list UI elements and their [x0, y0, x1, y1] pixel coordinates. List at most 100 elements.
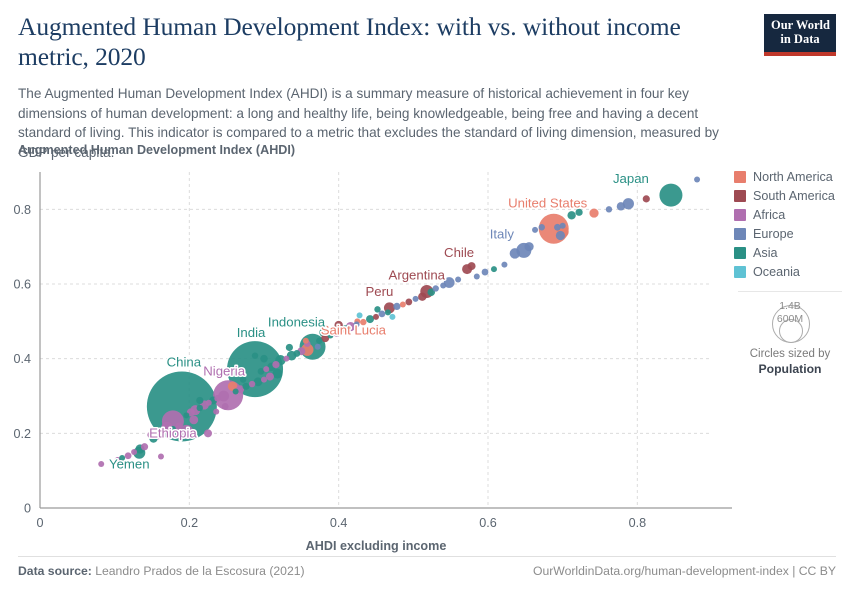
data-point[interactable]: [293, 350, 301, 357]
data-point[interactable]: [532, 226, 539, 233]
data-point[interactable]: [440, 282, 447, 289]
data-point[interactable]: [140, 443, 149, 451]
data-point[interactable]: [432, 285, 439, 292]
data-point[interactable]: [393, 302, 401, 310]
data-point[interactable]: [399, 301, 406, 308]
data-point[interactable]: [337, 328, 344, 335]
data-point[interactable]: [405, 298, 413, 306]
data-point[interactable]: [443, 277, 455, 288]
data-point[interactable]: [204, 429, 212, 438]
data-point[interactable]: [260, 354, 268, 363]
data-point[interactable]: [524, 242, 534, 252]
data-point[interactable]: [263, 366, 270, 373]
data-point[interactable]: [616, 202, 626, 211]
data-point[interactable]: [119, 454, 126, 461]
data-point[interactable]: [248, 380, 256, 388]
data-point[interactable]: [501, 261, 508, 268]
data-point[interactable]: [221, 403, 229, 410]
data-point[interactable]: [567, 211, 576, 220]
data-point[interactable]: [251, 352, 259, 359]
data-point[interactable]: [509, 248, 521, 259]
data-point[interactable]: [455, 276, 462, 283]
data-point[interactable]: [334, 320, 343, 330]
data-point[interactable]: [467, 262, 476, 271]
data-point[interactable]: [659, 183, 683, 207]
data-point[interactable]: [214, 394, 222, 402]
data-point[interactable]: [314, 343, 321, 350]
legend-item-south-america[interactable]: South America: [734, 187, 846, 205]
point-label-yemen: Yemen: [109, 457, 150, 472]
data-point[interactable]: [418, 292, 427, 301]
legend-item-asia[interactable]: Asia: [734, 244, 846, 262]
data-point[interactable]: [169, 425, 176, 432]
data-point[interactable]: [232, 388, 239, 395]
data-point[interactable]: [147, 431, 154, 439]
data-point[interactable]: [321, 334, 330, 343]
data-point[interactable]: [316, 337, 323, 344]
footer-link[interactable]: OurWorldinData.org/human-development-ind…: [532, 564, 836, 578]
data-point[interactable]: [285, 343, 293, 352]
legend-item-africa[interactable]: Africa: [734, 206, 846, 224]
data-point[interactable]: [196, 404, 203, 412]
data-point[interactable]: [242, 382, 250, 390]
data-point[interactable]: [554, 223, 561, 231]
data-point[interactable]: [694, 176, 701, 183]
data-point[interactable]: [473, 273, 480, 280]
legend-item-oceania[interactable]: Oceania: [734, 263, 846, 281]
data-point[interactable]: [356, 312, 363, 319]
data-point[interactable]: [205, 399, 212, 406]
data-point[interactable]: [389, 313, 396, 320]
data-point[interactable]: [175, 422, 183, 430]
gridlines: [40, 172, 712, 508]
data-point[interactable]: [490, 266, 497, 273]
legend-item-north-america[interactable]: North America: [734, 168, 846, 186]
data-point[interactable]: [412, 295, 419, 302]
data-point[interactable]: [622, 198, 634, 210]
data-point[interactable]: [589, 208, 599, 218]
data-point[interactable]: [272, 361, 280, 369]
data-point[interactable]: [131, 449, 138, 455]
data-point[interactable]: [239, 376, 247, 383]
data-point[interactable]: [384, 309, 391, 316]
owid-logo[interactable]: Our World in Data: [764, 14, 836, 56]
data-point[interactable]: [374, 306, 381, 313]
data-point[interactable]: [189, 415, 199, 425]
data-point[interactable]: [124, 452, 132, 460]
data-point[interactable]: [605, 206, 613, 213]
data-point[interactable]: [538, 224, 545, 231]
data-point[interactable]: [373, 313, 379, 320]
data-point[interactable]: [283, 355, 290, 362]
data-point[interactable]: [157, 453, 164, 460]
data-point[interactable]: [265, 372, 274, 381]
data-point[interactable]: [555, 230, 566, 241]
data-point[interactable]: [366, 315, 375, 324]
data-point[interactable]: [213, 408, 220, 415]
data-point[interactable]: [261, 376, 267, 383]
point-label-peru: Peru: [366, 284, 394, 299]
size-caption-line2: Population: [758, 361, 822, 376]
data-point[interactable]: [642, 195, 650, 203]
data-point[interactable]: [183, 412, 190, 419]
legend-item-europe[interactable]: Europe: [734, 225, 846, 243]
data-point[interactable]: [327, 332, 334, 339]
data-point[interactable]: [575, 208, 583, 216]
data-point[interactable]: [98, 460, 105, 467]
page-title: Augmented Human Development Index: with …: [18, 12, 681, 71]
data-point[interactable]: [272, 368, 283, 379]
data-points[interactable]: [98, 176, 701, 467]
data-point[interactable]: [378, 310, 386, 318]
data-point[interactable]: [154, 433, 161, 440]
data-point[interactable]: [253, 377, 263, 387]
chart-footer: Data source: Leandro Prados de la Escosu…: [18, 556, 836, 586]
data-point[interactable]: [179, 424, 194, 439]
data-point[interactable]: [302, 337, 309, 344]
data-point[interactable]: [353, 321, 360, 328]
data-point[interactable]: [481, 268, 489, 276]
data-point[interactable]: [559, 222, 566, 229]
data-point[interactable]: [161, 421, 173, 433]
data-point[interactable]: [227, 341, 284, 398]
data-point[interactable]: [257, 367, 265, 375]
data-point[interactable]: [196, 396, 204, 405]
data-point[interactable]: [360, 318, 367, 326]
legend-entries: North America South America Africa Europe As…: [734, 168, 846, 281]
